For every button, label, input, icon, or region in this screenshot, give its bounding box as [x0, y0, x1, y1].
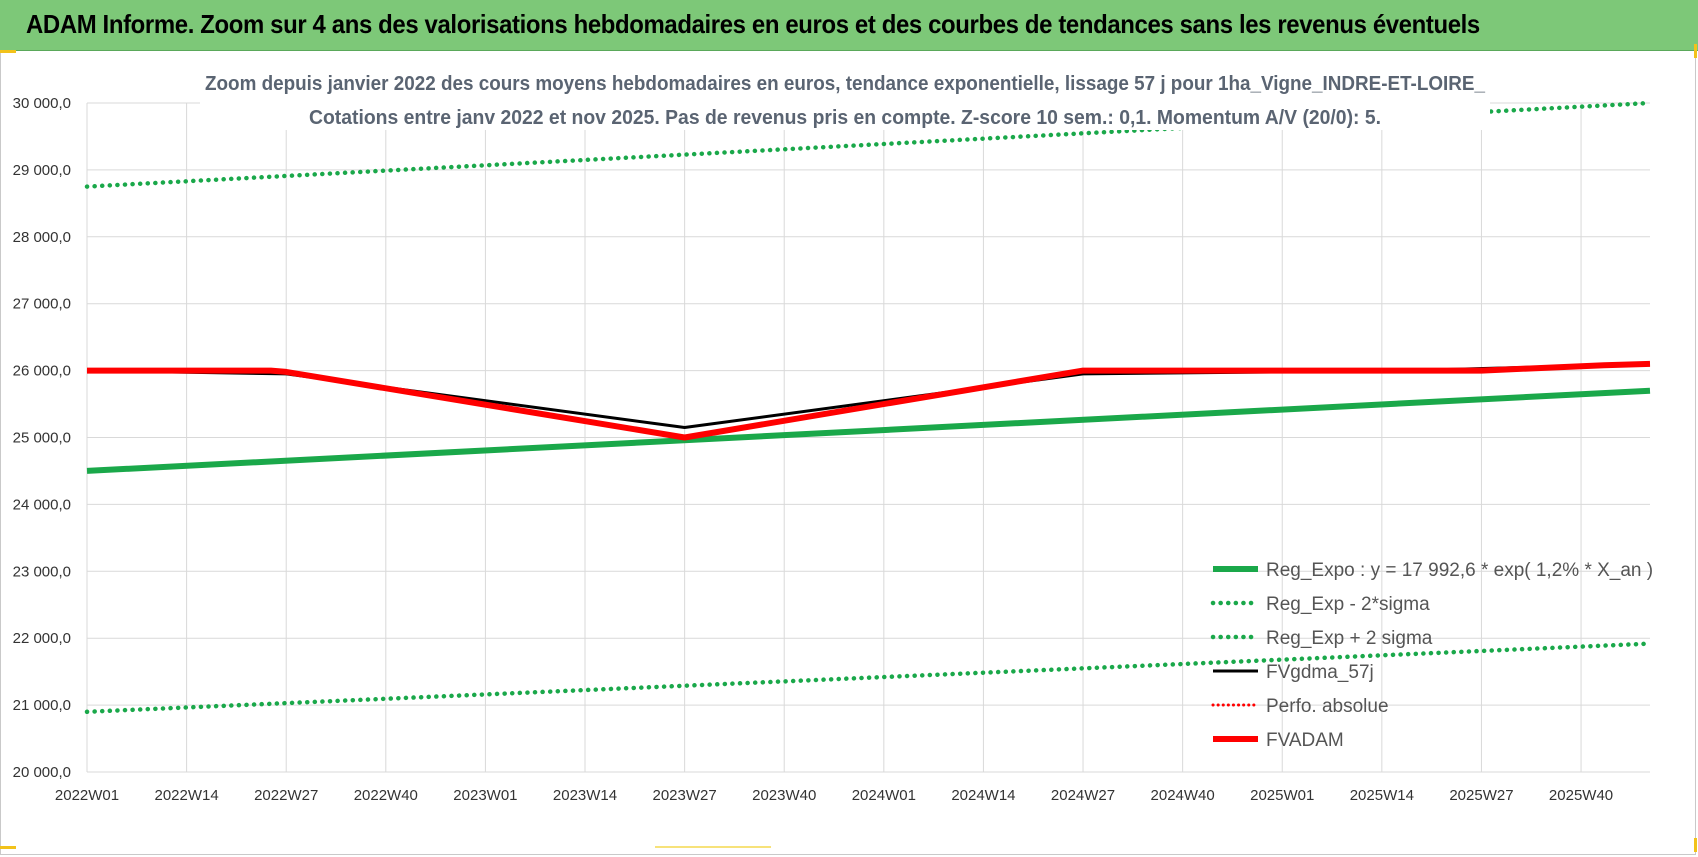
- y-tick-label: 28 000,0: [13, 229, 71, 246]
- x-tick-label: 2022W14: [154, 787, 218, 804]
- x-tick-label: 2022W01: [55, 787, 119, 804]
- frame-corner-marker: [0, 50, 16, 53]
- x-tick-label: 2024W40: [1151, 787, 1215, 804]
- x-tick-label: 2024W14: [951, 787, 1015, 804]
- report-banner: ADAM Informe. Zoom sur 4 ans des valoris…: [0, 0, 1698, 51]
- x-tick-label: 2024W01: [852, 787, 916, 804]
- x-tick-label: 2023W40: [752, 787, 816, 804]
- chart-subtitle-line2: Cotations entre janv 2022 et nov 2025. P…: [309, 107, 1381, 129]
- legend-label: Reg_Exp - 2*sigma: [1266, 594, 1430, 615]
- subtitle-backdrop: [200, 66, 1490, 130]
- gridlines: [86, 102, 1650, 773]
- x-tick-label: 2024W27: [1051, 787, 1115, 804]
- series-lines: [84, 100, 1653, 715]
- series-line: [84, 100, 1653, 189]
- legend-label: Reg_Expo : y = 17 992,6 * exp( 1,2% * X_…: [1266, 560, 1653, 581]
- frame-corner-marker: [0, 846, 16, 849]
- x-tick-label: 2023W27: [653, 787, 717, 804]
- legend-label: Reg_Exp + 2 sigma: [1266, 628, 1433, 649]
- series-line: [84, 641, 1653, 715]
- chart-subtitle-line1: Zoom depuis janvier 2022 des cours moyen…: [205, 73, 1486, 95]
- y-tick-label: 21 000,0: [13, 697, 71, 714]
- y-tick-label: 27 000,0: [13, 296, 71, 313]
- x-tick-label: 2025W27: [1449, 787, 1513, 804]
- legend-label: FVADAM: [1266, 730, 1344, 751]
- legend-label: FVgdma_57j: [1266, 662, 1374, 683]
- y-tick-label: 23 000,0: [13, 563, 71, 580]
- legend-label: Perfo. absolue: [1266, 696, 1389, 717]
- report-title: ADAM Informe. Zoom sur 4 ans des valoris…: [26, 9, 1480, 39]
- y-tick-label: 26 000,0: [13, 363, 71, 380]
- legend: Reg_Expo : y = 17 992,6 * exp( 1,2% * X_…: [1210, 560, 1653, 751]
- y-tick-label: 22 000,0: [13, 630, 71, 647]
- y-axis-labels: 20 000,0 21 000,0 22 000,0 23 000,0 24 000,0…: [13, 95, 71, 781]
- y-tick-label: 30 000,0: [13, 95, 71, 112]
- x-tick-label: 2023W01: [453, 787, 517, 804]
- series-line: [87, 360, 1651, 441]
- y-tick-label: 24 000,0: [13, 496, 71, 513]
- frame-corner-marker: [1694, 44, 1697, 58]
- frame-corner-marker: [655, 846, 771, 848]
- frame-corner-marker: [1694, 838, 1697, 852]
- chart-frame: [0, 51, 1696, 855]
- x-tick-label: 2025W01: [1250, 787, 1314, 804]
- x-tick-label: 2023W14: [553, 787, 617, 804]
- x-tick-label: 2025W14: [1350, 787, 1414, 804]
- y-tick-label: 25 000,0: [13, 430, 71, 447]
- x-axis-labels: 2022W01 2022W14 2022W27 2022W40 2023W01 2023W…: [55, 787, 1613, 804]
- series-line: [86, 387, 1651, 474]
- x-tick-label: 2022W40: [354, 787, 418, 804]
- x-tick-label: 2025W40: [1549, 787, 1613, 804]
- y-tick-label: 20 000,0: [13, 764, 71, 781]
- y-tick-label: 29 000,0: [13, 162, 71, 179]
- x-tick-label: 2022W27: [254, 787, 318, 804]
